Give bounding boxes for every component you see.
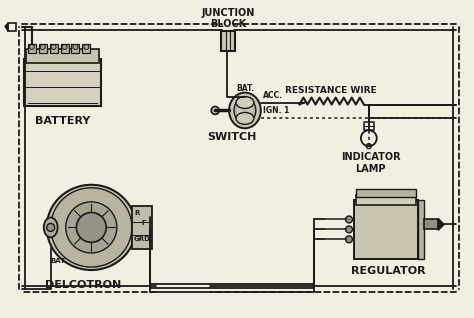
Text: GRD.: GRD. <box>134 236 154 242</box>
Text: F: F <box>142 220 146 226</box>
Bar <box>356 195 416 204</box>
Bar <box>354 200 419 259</box>
Bar <box>61 44 69 53</box>
Text: BAT: BAT <box>51 258 66 264</box>
Text: ACC.: ACC. <box>263 91 283 100</box>
Ellipse shape <box>66 202 117 253</box>
Circle shape <box>40 45 45 50</box>
Bar <box>72 44 80 53</box>
Circle shape <box>84 45 89 50</box>
Bar <box>28 44 36 53</box>
Bar <box>356 189 416 197</box>
Bar <box>424 219 438 229</box>
Circle shape <box>211 107 219 114</box>
Circle shape <box>346 236 353 243</box>
Bar <box>132 206 152 249</box>
Bar <box>82 44 91 53</box>
Bar <box>221 31 235 51</box>
Bar <box>8 23 16 31</box>
Text: REGULATOR: REGULATOR <box>351 266 426 276</box>
Bar <box>364 122 374 130</box>
Text: R: R <box>134 210 139 216</box>
Text: SWITCH: SWITCH <box>207 132 256 142</box>
Polygon shape <box>5 23 8 31</box>
Ellipse shape <box>234 98 256 123</box>
Bar <box>26 49 99 63</box>
Text: RESISTANCE WIRE: RESISTANCE WIRE <box>285 86 377 94</box>
Text: INDICATOR
LAMP: INDICATOR LAMP <box>341 152 401 174</box>
Bar <box>237 97 253 124</box>
Circle shape <box>76 212 106 242</box>
Ellipse shape <box>236 97 254 108</box>
Bar <box>50 44 58 53</box>
Circle shape <box>346 226 353 233</box>
Circle shape <box>51 45 56 50</box>
Ellipse shape <box>236 113 254 124</box>
Text: BAT.: BAT. <box>236 84 254 93</box>
Ellipse shape <box>51 188 132 267</box>
Circle shape <box>62 45 67 50</box>
Text: DELCOTRON: DELCOTRON <box>45 280 121 290</box>
Text: BATTERY: BATTERY <box>35 116 90 126</box>
Circle shape <box>47 224 55 232</box>
Bar <box>419 200 424 259</box>
Circle shape <box>346 216 353 223</box>
Ellipse shape <box>44 218 58 237</box>
Bar <box>24 59 101 107</box>
Text: IGN. 1: IGN. 1 <box>263 107 289 115</box>
Circle shape <box>29 45 34 50</box>
Ellipse shape <box>47 185 136 270</box>
Text: JUNCTION
BLOCK: JUNCTION BLOCK <box>201 8 255 29</box>
Bar <box>39 44 47 53</box>
Ellipse shape <box>229 93 261 128</box>
Polygon shape <box>438 218 444 230</box>
Circle shape <box>73 45 78 50</box>
